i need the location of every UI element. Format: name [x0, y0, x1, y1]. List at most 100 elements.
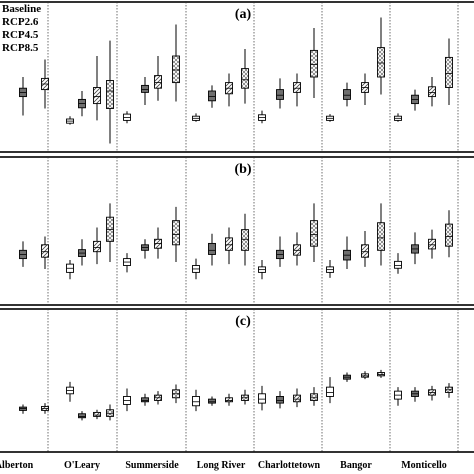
box-summerside-rcp26: [141, 77, 149, 105]
box-iqr: [343, 89, 351, 100]
panel-2: (c): [0, 308, 474, 453]
box-iqr: [78, 413, 86, 419]
box-alberton-rcp26: [19, 241, 27, 267]
box-monticello-rcp45: [428, 385, 436, 401]
box-charlottetown-rcp26: [276, 236, 284, 267]
box-iqr: [41, 244, 49, 258]
box-iqr: [141, 84, 149, 93]
box-iqr: [172, 220, 180, 246]
box-oleary-rcp45: [93, 409, 101, 420]
box-charlottetown-rcp85: [310, 28, 318, 98]
box-iqr: [241, 68, 249, 89]
box-bangor-rcp26: [343, 372, 351, 382]
box-charlottetown-rcp26: [276, 391, 284, 409]
box-longriver-rcp85: [241, 49, 249, 104]
station-label: Long River: [197, 460, 246, 471]
box-iqr: [310, 393, 318, 401]
box-charlottetown-baseline: [258, 110, 266, 124]
box-oleary-rcp26: [78, 239, 86, 266]
box-summerside-rcp26: [141, 239, 149, 259]
station-label: Alberton: [0, 460, 34, 471]
box-monticello-rcp85: [445, 383, 453, 398]
box-longriver-rcp45: [225, 227, 233, 265]
box-iqr: [428, 86, 436, 98]
legend-entry: Baseline: [2, 3, 41, 15]
box-summerside-rcp26: [141, 393, 149, 406]
box-summerside-rcp85: [172, 206, 180, 263]
box-monticello-rcp26: [411, 387, 419, 402]
box-oleary-rcp85: [106, 404, 114, 421]
box-monticello-rcp45: [428, 229, 436, 259]
legend-entry: RCP4.5: [2, 29, 39, 41]
box-charlottetown-baseline: [258, 385, 266, 411]
box-bangor-rcp26: [343, 82, 351, 107]
box-bangor-rcp85: [377, 17, 385, 95]
box-iqr: [361, 244, 369, 258]
box-iqr: [93, 240, 101, 253]
box-iqr: [293, 82, 301, 93]
box-longriver-rcp45: [225, 73, 233, 107]
box-iqr: [428, 238, 436, 250]
box-summerside-rcp85: [172, 384, 180, 404]
box-monticello-rcp85: [445, 38, 453, 105]
box-monticello-rcp26: [411, 232, 419, 265]
box-monticello-rcp26: [411, 89, 419, 111]
box-longriver-rcp85: [241, 389, 249, 405]
box-oleary-baseline: [66, 259, 74, 280]
panel-label: (b): [234, 162, 251, 177]
box-iqr: [241, 229, 249, 251]
box-alberton-rcp45: [41, 59, 49, 109]
box-iqr: [93, 411, 101, 417]
box-longriver-rcp26: [208, 233, 216, 266]
box-bangor-baseline: [326, 259, 334, 278]
panel-label: (a): [235, 7, 252, 22]
box-iqr: [208, 90, 216, 102]
station-label: Charlottetown: [258, 460, 321, 471]
box-iqr: [377, 222, 385, 251]
legend-entry: RCP2.6: [2, 16, 39, 28]
station-label: O'Leary: [64, 460, 100, 471]
box-monticello-baseline: [394, 387, 402, 406]
box-summerside-rcp45: [154, 391, 162, 405]
box-oleary-rcp85: [106, 203, 114, 263]
box-oleary-rcp45: [93, 56, 101, 121]
box-summerside-baseline: [123, 253, 131, 273]
box-bangor-baseline: [326, 114, 334, 122]
box-iqr: [394, 260, 402, 269]
panel-1: (b): [0, 156, 474, 306]
station-label: Summerside: [125, 460, 179, 471]
panel-frame: [0, 1, 474, 153]
box-alberton-rcp26: [19, 77, 27, 116]
box-bangor-rcp85: [377, 203, 385, 266]
box-iqr: [276, 89, 284, 100]
box-iqr: [377, 47, 385, 78]
panel-frame: [0, 308, 474, 453]
box-oleary-baseline: [66, 116, 74, 125]
box-charlottetown-rcp45: [293, 232, 301, 266]
box-charlottetown-baseline: [258, 259, 266, 280]
box-iqr: [172, 55, 180, 84]
box-iqr: [445, 223, 453, 247]
box-iqr: [225, 397, 233, 403]
station-label: Bangor: [340, 460, 372, 471]
box-iqr: [258, 393, 266, 404]
box-iqr: [141, 397, 149, 403]
box-iqr: [293, 394, 301, 403]
box-charlottetown-rcp26: [276, 78, 284, 109]
box-alberton-rcp45: [41, 236, 49, 269]
box-bangor-baseline: [326, 377, 334, 404]
box-bangor-rcp45: [361, 73, 369, 105]
panel-frame: [0, 156, 474, 306]
box-bangor-rcp45: [361, 371, 369, 380]
box-iqr: [310, 49, 318, 78]
box-iqr: [225, 237, 233, 251]
panel-0: (a): [0, 1, 474, 153]
box-monticello-rcp45: [428, 77, 436, 107]
box-summerside-rcp45: [154, 227, 162, 259]
box-oleary-rcp26: [78, 411, 86, 421]
box-summerside-baseline: [123, 388, 131, 412]
box-iqr: [276, 396, 284, 404]
box-iqr: [106, 80, 114, 109]
